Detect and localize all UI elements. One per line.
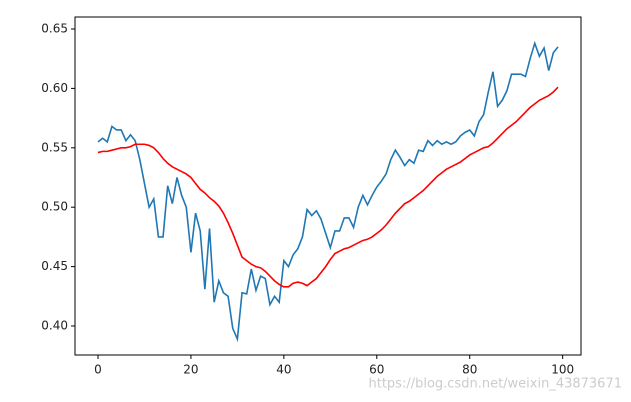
axes-frame <box>74 16 582 356</box>
x-tick-label: 100 <box>551 363 574 377</box>
x-tick-label: 0 <box>94 363 102 377</box>
y-tick-label: 0.45 <box>41 259 68 273</box>
x-tick-label: 60 <box>369 363 384 377</box>
y-tick-label: 0.65 <box>41 21 68 35</box>
y-tick-label: 0.40 <box>41 319 68 333</box>
y-tick-label: 0.60 <box>41 81 68 95</box>
series-line <box>97 40 559 343</box>
y-tick-label: 0.50 <box>41 200 68 214</box>
x-tick-label: 40 <box>276 363 291 377</box>
x-tick-label: 20 <box>183 363 198 377</box>
y-tick-label: 0.55 <box>41 140 68 154</box>
watermark: https://blog.csdn.net/weixin_43873671 <box>368 377 622 392</box>
x-tick-label: 80 <box>462 363 477 377</box>
series-line <box>97 86 559 288</box>
